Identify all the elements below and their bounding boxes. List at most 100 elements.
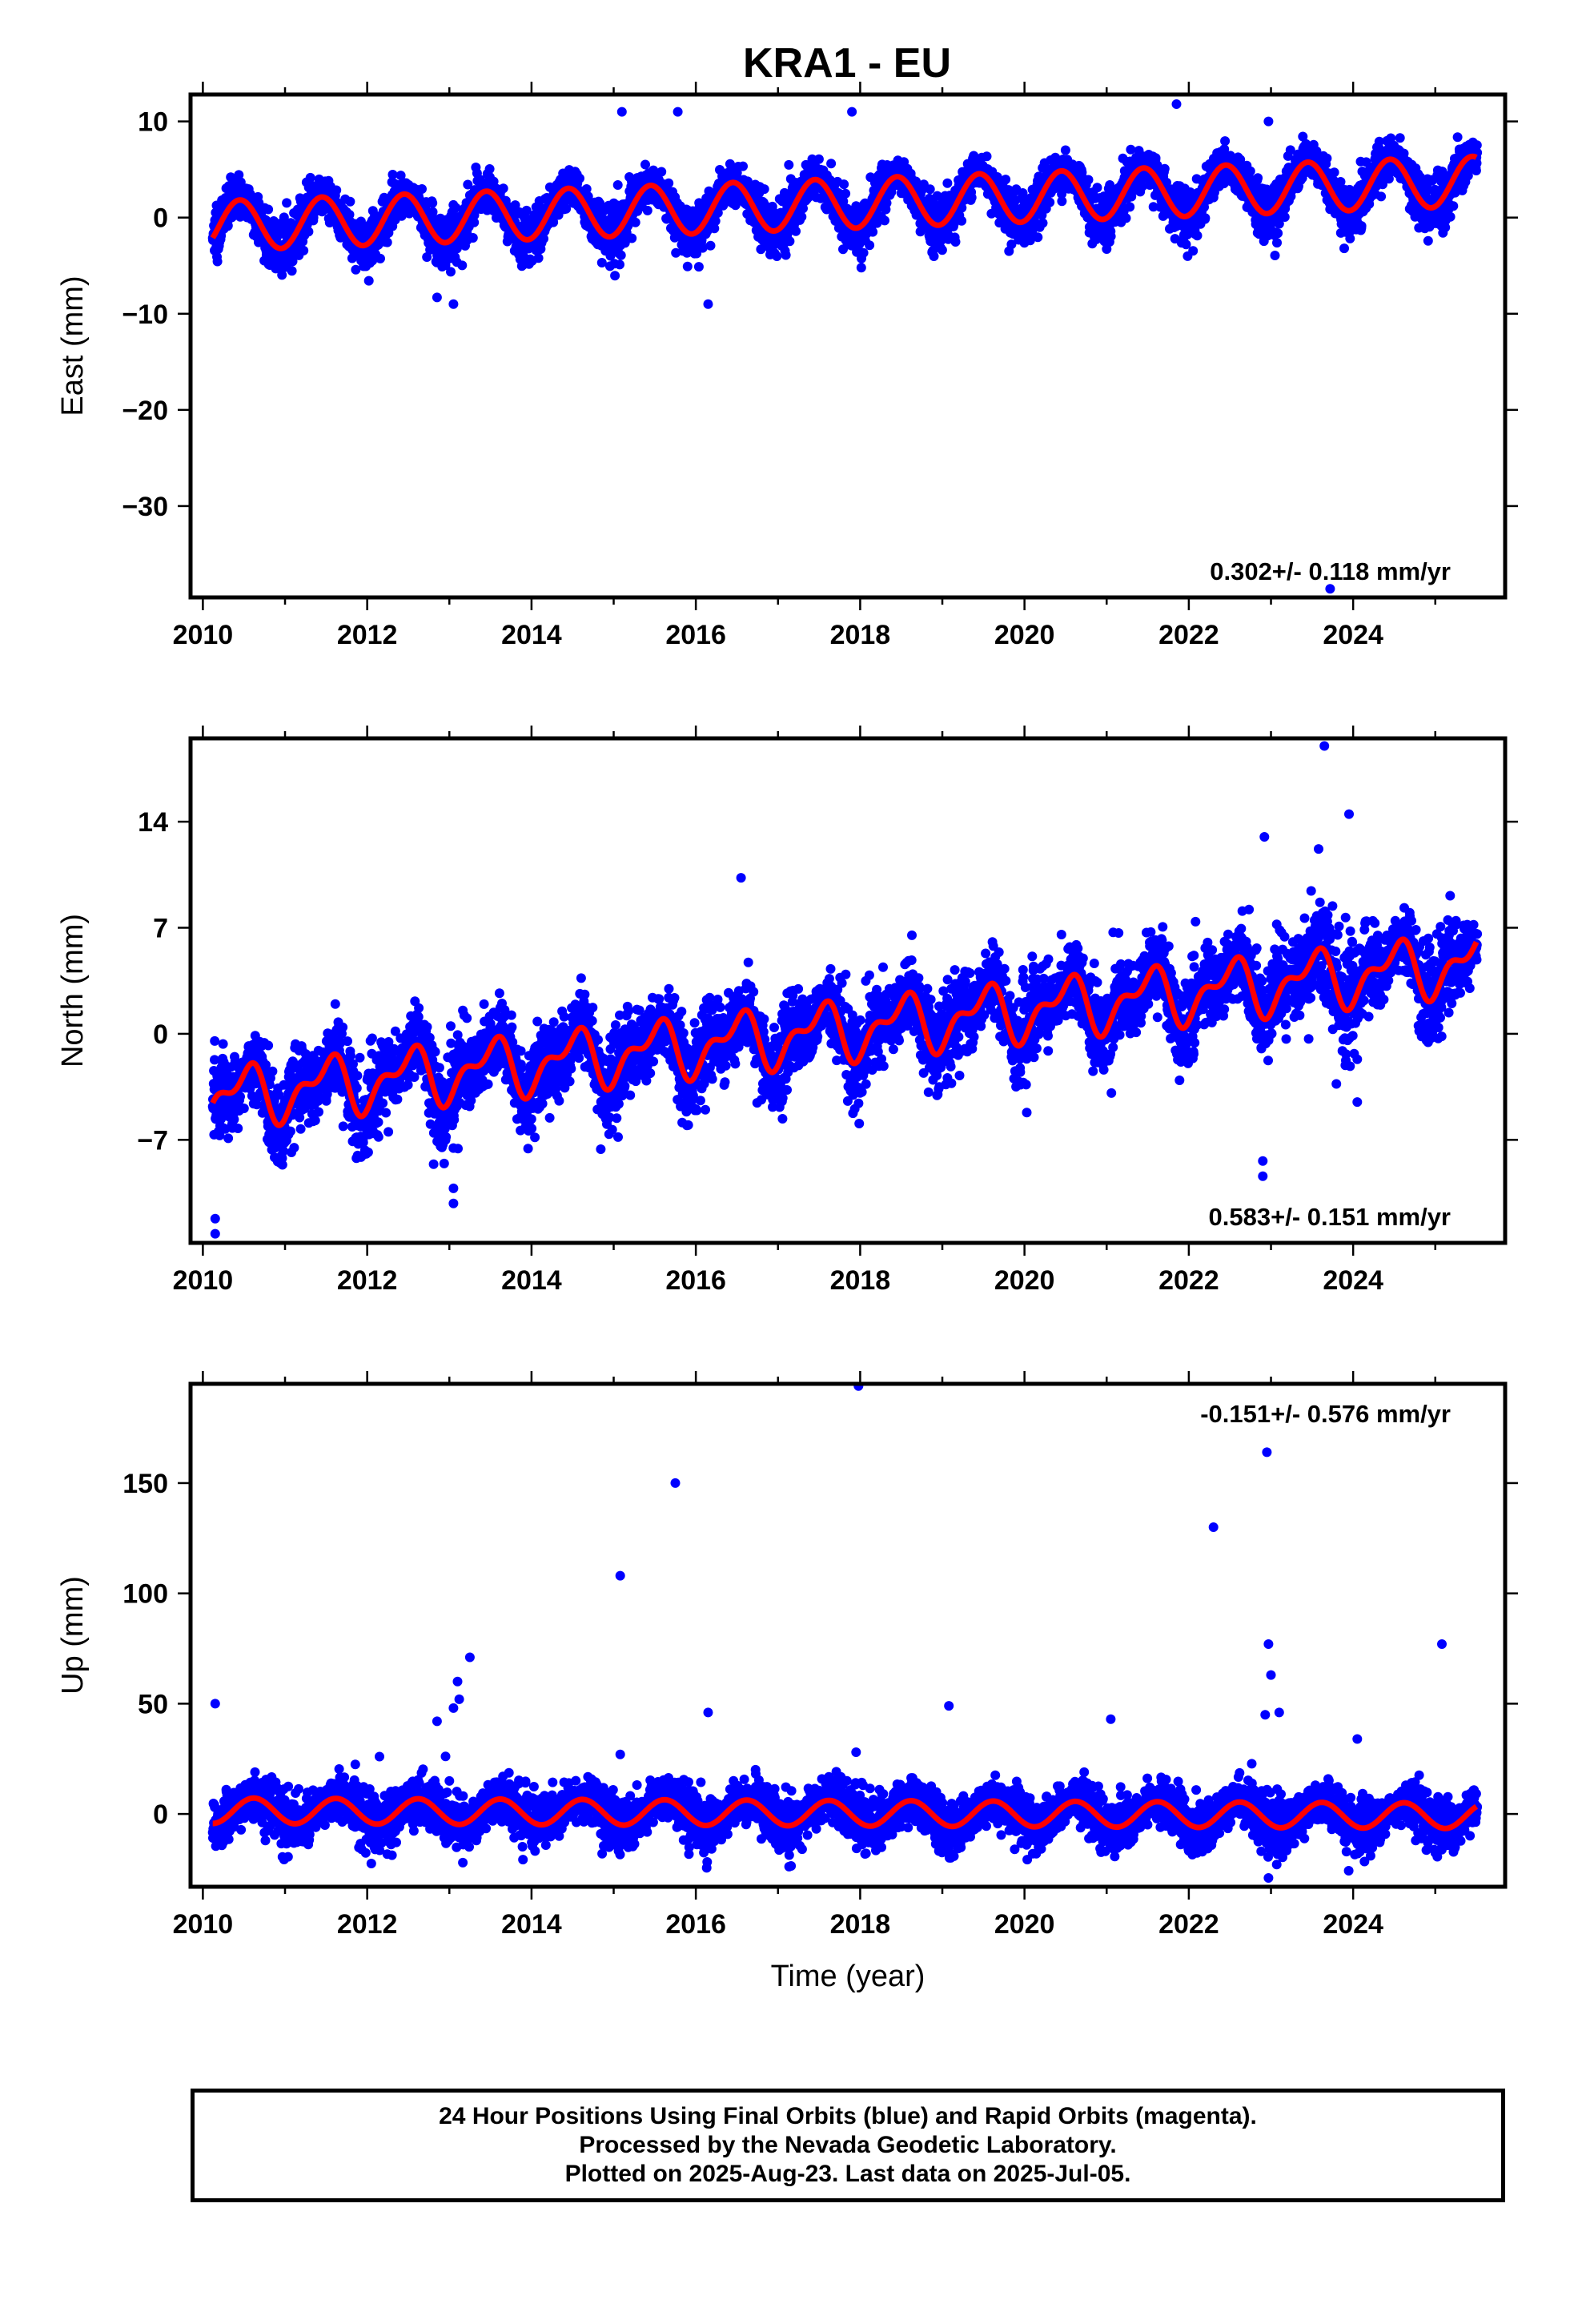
east-point [331, 185, 342, 195]
east-point [640, 159, 650, 170]
east-point [463, 179, 473, 190]
east-point [351, 264, 361, 275]
east-point [942, 178, 953, 188]
east-point [1106, 231, 1116, 242]
east-point [1045, 197, 1055, 207]
east-point [1083, 175, 1094, 185]
east-point [469, 217, 480, 227]
east-point [826, 159, 837, 169]
east-point [1220, 136, 1231, 147]
east-point [1125, 202, 1135, 212]
east-point [451, 203, 461, 213]
east-point [282, 198, 292, 208]
east-point [1192, 231, 1203, 241]
east-point [299, 245, 309, 255]
east-point [263, 204, 274, 215]
east-point [345, 196, 355, 207]
east-plot-area [207, 99, 1483, 594]
east-point [615, 259, 624, 270]
east-point [791, 226, 801, 236]
east-point [797, 211, 807, 222]
east-point [738, 161, 748, 171]
east-point [396, 171, 406, 181]
east-point [1329, 167, 1339, 178]
east-point [468, 233, 478, 243]
east-point [627, 233, 637, 243]
east-point [1270, 251, 1280, 260]
east-point [575, 173, 584, 183]
east-point [488, 176, 499, 187]
east-point [1092, 183, 1102, 193]
east-point [1126, 144, 1136, 155]
east-point [303, 227, 314, 237]
east-point [422, 252, 432, 262]
east-point [664, 178, 674, 188]
east-point [705, 240, 716, 251]
east-panel: 2010 2012 2014 2016 2018 2020 2022 2024100−10−2… [56, 82, 1518, 650]
east-point [417, 184, 427, 194]
chart-title: KRA1 - EU [743, 40, 951, 86]
east-point [484, 164, 495, 174]
east-point [841, 188, 851, 199]
east-point [813, 154, 824, 164]
east-point [612, 180, 623, 190]
east-point [839, 179, 849, 190]
east-point [1200, 213, 1211, 223]
east-point [937, 245, 947, 255]
east-point [1038, 218, 1048, 228]
east-point [868, 227, 878, 237]
east-point [498, 183, 508, 194]
east-point [865, 240, 875, 251]
east-point [781, 250, 791, 260]
east-point [382, 237, 392, 247]
east-point [428, 207, 438, 217]
east-point [363, 275, 374, 286]
east-point [387, 170, 398, 179]
east-point [521, 205, 532, 215]
east-point [1060, 145, 1070, 155]
east-point [428, 198, 438, 208]
east-point [533, 253, 544, 263]
east-point [1121, 213, 1131, 223]
east-point [446, 267, 456, 277]
east-point [1245, 166, 1255, 176]
east-point [1273, 228, 1283, 239]
east-point [929, 251, 939, 261]
east-point [234, 170, 244, 180]
east-points [207, 99, 1483, 594]
east-point [1322, 153, 1332, 163]
east-point [856, 263, 866, 273]
east-point [1335, 177, 1346, 187]
east-point [616, 250, 626, 260]
east-point [858, 247, 869, 258]
east-point [457, 260, 468, 271]
east-point [759, 184, 769, 195]
east-point [880, 215, 889, 226]
east-point [693, 262, 704, 272]
east-point [1033, 232, 1043, 243]
east-point [1253, 173, 1263, 183]
east-point [925, 184, 935, 195]
east-point [785, 236, 795, 247]
east-point [682, 261, 693, 271]
east-point [287, 266, 297, 276]
east-point [344, 210, 355, 219]
east-point [1159, 163, 1170, 174]
east-point [510, 200, 520, 211]
east-point [1188, 246, 1199, 256]
east-point [1339, 243, 1349, 254]
east-point [784, 159, 794, 170]
east-point [966, 192, 977, 203]
east-point [277, 270, 287, 280]
east-point [1279, 212, 1290, 222]
east-point [656, 167, 667, 177]
east-point [375, 253, 385, 263]
east-point [957, 215, 967, 226]
east-point [950, 237, 961, 247]
east-point [630, 217, 640, 227]
east-point [1001, 175, 1011, 185]
east-point [642, 205, 652, 215]
east-point [1272, 238, 1282, 248]
east-point [223, 220, 233, 231]
